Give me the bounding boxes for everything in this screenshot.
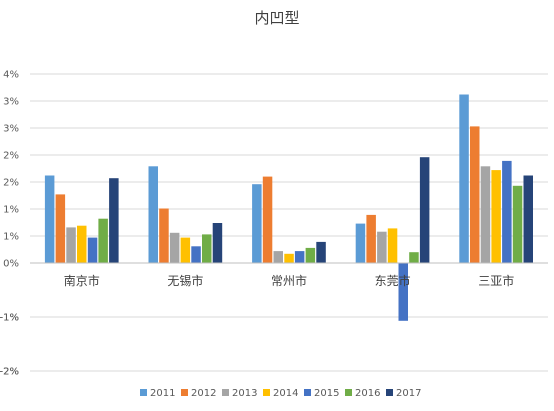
bar-2015-1 [191, 246, 201, 263]
bar-2017-4 [523, 175, 533, 263]
bar-2016-0 [98, 218, 108, 263]
category-label: 无锡市 [167, 273, 203, 288]
bars [44, 94, 533, 321]
bar-2014-4 [491, 170, 501, 263]
chart-title: 内凹型 [254, 9, 299, 27]
y-tick-label: 2% [3, 151, 19, 162]
bar-2016-4 [512, 185, 523, 263]
legend-label: 2011 [150, 388, 175, 399]
legend-label: 2017 [396, 388, 421, 399]
bar-2011-1 [148, 166, 158, 263]
bar-2011-2 [252, 184, 262, 263]
category-label: 常州市 [271, 273, 307, 288]
y-tick-label: 4% [3, 70, 19, 81]
legend-swatch [222, 389, 229, 396]
y-tick-label: -2% [0, 367, 19, 378]
bar-2011-0 [44, 175, 55, 263]
bar-2013-3 [377, 231, 387, 263]
bar-2014-2 [284, 253, 294, 263]
legend: 2011 2012 2013 2014 2015 2016 2017 [140, 388, 421, 399]
bar-2017-3 [419, 157, 430, 263]
legend-swatch [386, 389, 393, 396]
bar-2014-0 [77, 225, 87, 263]
category-label: 三亚市 [478, 273, 514, 288]
y-axis-ticks: -2%-1%0%1%1%2%2%3%3%4%-2%-1% [0, 70, 19, 378]
bar-2017-0 [109, 178, 119, 263]
category-label: 南京市 [64, 273, 100, 288]
bar-2011-3 [355, 223, 366, 263]
y-tick-label: 1% [3, 205, 19, 216]
bar-2014-1 [180, 237, 191, 263]
bar-2013-2 [273, 251, 283, 263]
legend-swatch [345, 389, 352, 396]
bar-2014-3 [387, 228, 398, 263]
bar-2011-4 [459, 94, 469, 263]
y-tick-label: 0% [3, 259, 19, 270]
legend-swatch [304, 389, 311, 396]
bar-2015-3 [398, 263, 408, 321]
bar-2015-0 [87, 237, 98, 263]
legend-label: 2014 [273, 388, 298, 399]
bar-2012-1 [159, 208, 169, 263]
legend-label: 2015 [314, 388, 339, 399]
bar-2012-0 [55, 194, 66, 263]
legend-swatch [263, 389, 270, 396]
y-tick-label: -2% [0, 367, 19, 378]
y-tick-label: -1% [0, 313, 19, 324]
bar-2015-2 [294, 251, 305, 263]
y-tick-label: -1% [0, 313, 19, 324]
bar-2015-4 [502, 160, 512, 263]
bar-2013-0 [66, 227, 76, 263]
y-tick-label: 1% [3, 232, 19, 243]
legend-label: 2013 [232, 388, 257, 399]
bar-2012-3 [366, 214, 376, 263]
y-tick-label: 3% [3, 97, 19, 108]
legend-swatch [181, 389, 188, 396]
bar-2013-1 [169, 232, 180, 263]
bar-2017-1 [212, 223, 223, 263]
bar-2012-2 [262, 176, 273, 263]
category-label: 东莞市 [375, 273, 411, 288]
legend-label: 2012 [191, 388, 216, 399]
bar-2013-4 [480, 166, 491, 263]
y-tick-label: 3% [3, 124, 19, 135]
y-tick-label: 2% [3, 178, 19, 189]
bar-2016-1 [202, 234, 212, 263]
legend-label: 2016 [355, 388, 380, 399]
legend-swatch [140, 389, 147, 396]
bar-2012-4 [470, 126, 480, 264]
category-labels: 南京市 无锡市 常州市 东莞市 三亚市 [64, 273, 514, 288]
bar-2017-2 [316, 241, 326, 263]
bar-2016-3 [409, 252, 419, 263]
bar-2016-2 [305, 247, 316, 263]
